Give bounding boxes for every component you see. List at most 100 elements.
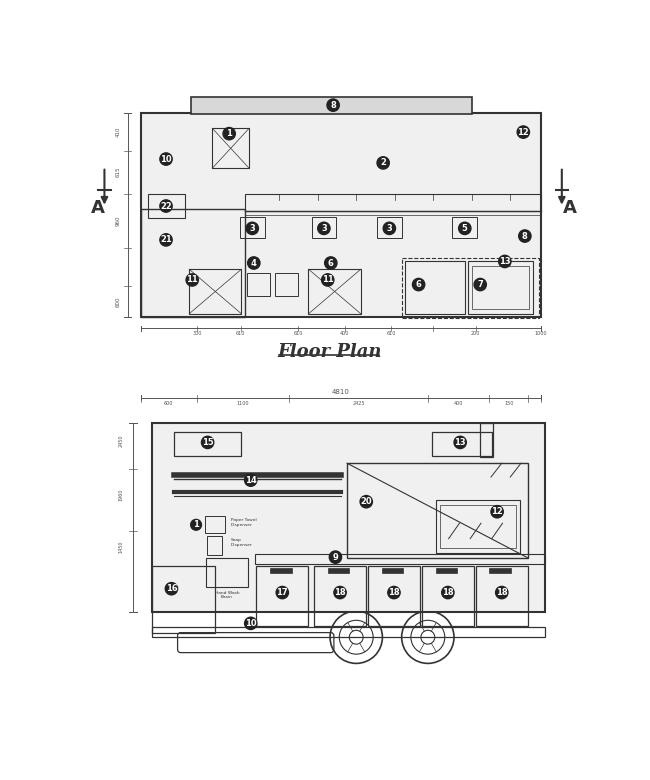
Text: 6: 6 bbox=[328, 258, 333, 268]
Bar bbox=[452, 217, 477, 239]
Bar bbox=[432, 432, 492, 456]
Text: 3: 3 bbox=[387, 224, 392, 233]
Text: 2425: 2425 bbox=[352, 401, 365, 406]
Text: 3: 3 bbox=[250, 224, 255, 233]
Circle shape bbox=[499, 255, 511, 268]
Circle shape bbox=[377, 157, 389, 169]
Text: 13: 13 bbox=[454, 438, 466, 447]
Bar bbox=[270, 568, 292, 573]
Text: 610: 610 bbox=[386, 331, 396, 335]
Circle shape bbox=[495, 587, 508, 599]
Text: 13: 13 bbox=[499, 257, 511, 266]
Circle shape bbox=[327, 99, 339, 112]
Bar bbox=[405, 261, 465, 314]
Text: 600: 600 bbox=[116, 296, 121, 307]
Bar bbox=[189, 269, 242, 314]
Circle shape bbox=[324, 257, 337, 269]
Bar bbox=[247, 273, 270, 296]
Circle shape bbox=[202, 436, 214, 448]
Text: 1: 1 bbox=[193, 520, 199, 530]
Text: 150: 150 bbox=[504, 401, 514, 406]
Text: 14: 14 bbox=[245, 476, 257, 484]
Bar bbox=[468, 261, 534, 314]
Text: 10: 10 bbox=[160, 154, 172, 164]
Text: 410: 410 bbox=[116, 127, 121, 137]
Text: 2450: 2450 bbox=[119, 434, 124, 447]
Circle shape bbox=[244, 617, 257, 629]
Text: 4: 4 bbox=[251, 258, 257, 268]
Bar bbox=[244, 193, 541, 211]
Bar bbox=[436, 500, 520, 552]
Bar bbox=[382, 568, 403, 573]
Bar bbox=[473, 266, 528, 309]
Bar bbox=[140, 113, 541, 317]
Text: Dispenser: Dispenser bbox=[231, 543, 252, 547]
Text: 400: 400 bbox=[454, 401, 463, 406]
Circle shape bbox=[160, 234, 172, 246]
Circle shape bbox=[246, 222, 259, 235]
Text: 600: 600 bbox=[164, 401, 173, 406]
Bar bbox=[140, 209, 244, 317]
Circle shape bbox=[318, 222, 330, 235]
Text: 610: 610 bbox=[236, 331, 246, 335]
Bar bbox=[174, 432, 242, 456]
Text: Dispenser: Dispenser bbox=[231, 523, 252, 526]
Bar bbox=[148, 193, 185, 218]
Bar bbox=[480, 424, 493, 457]
Circle shape bbox=[223, 127, 235, 140]
Text: 10: 10 bbox=[245, 619, 257, 628]
Bar bbox=[311, 217, 336, 239]
Circle shape bbox=[491, 505, 503, 518]
Bar bbox=[377, 217, 402, 239]
Bar bbox=[207, 537, 222, 555]
Bar bbox=[205, 516, 226, 533]
Circle shape bbox=[190, 519, 202, 530]
Bar bbox=[213, 128, 249, 168]
Bar bbox=[328, 568, 349, 573]
Text: 1: 1 bbox=[226, 129, 232, 138]
Text: A: A bbox=[92, 199, 105, 217]
Bar bbox=[422, 566, 474, 626]
Circle shape bbox=[454, 436, 466, 448]
Bar bbox=[309, 269, 361, 314]
Text: 16: 16 bbox=[166, 584, 177, 594]
Text: Paper Towel: Paper Towel bbox=[231, 518, 257, 522]
Circle shape bbox=[244, 474, 257, 486]
Circle shape bbox=[248, 257, 260, 269]
Circle shape bbox=[442, 587, 454, 599]
Circle shape bbox=[330, 551, 342, 563]
Bar bbox=[368, 566, 420, 626]
Text: 200: 200 bbox=[471, 331, 480, 335]
Text: Soap: Soap bbox=[231, 538, 241, 542]
Text: 21: 21 bbox=[160, 236, 172, 244]
Text: 20: 20 bbox=[360, 497, 372, 506]
Text: 11: 11 bbox=[322, 275, 333, 285]
Text: 1450: 1450 bbox=[119, 541, 124, 553]
Text: 12: 12 bbox=[517, 128, 529, 136]
Text: 400: 400 bbox=[340, 331, 349, 335]
Circle shape bbox=[322, 274, 334, 286]
Text: 12: 12 bbox=[491, 507, 503, 516]
Text: 5: 5 bbox=[462, 224, 468, 233]
Bar bbox=[436, 568, 457, 573]
Bar bbox=[152, 627, 545, 637]
Text: 1100: 1100 bbox=[237, 401, 250, 406]
Text: 11: 11 bbox=[187, 275, 198, 285]
Bar bbox=[402, 257, 539, 317]
Bar bbox=[256, 566, 309, 626]
Circle shape bbox=[334, 587, 346, 599]
Text: 615: 615 bbox=[116, 167, 121, 177]
Bar bbox=[206, 558, 248, 587]
Text: 18: 18 bbox=[334, 588, 346, 597]
Circle shape bbox=[517, 126, 530, 138]
Bar bbox=[440, 505, 515, 548]
Circle shape bbox=[165, 583, 177, 595]
Bar bbox=[152, 566, 215, 633]
Text: 2: 2 bbox=[380, 158, 386, 168]
Text: Hand Wash: Hand Wash bbox=[214, 591, 239, 595]
Bar bbox=[276, 273, 298, 296]
Circle shape bbox=[413, 278, 424, 291]
Circle shape bbox=[276, 587, 289, 599]
Circle shape bbox=[383, 222, 395, 235]
Text: 15: 15 bbox=[202, 438, 213, 447]
